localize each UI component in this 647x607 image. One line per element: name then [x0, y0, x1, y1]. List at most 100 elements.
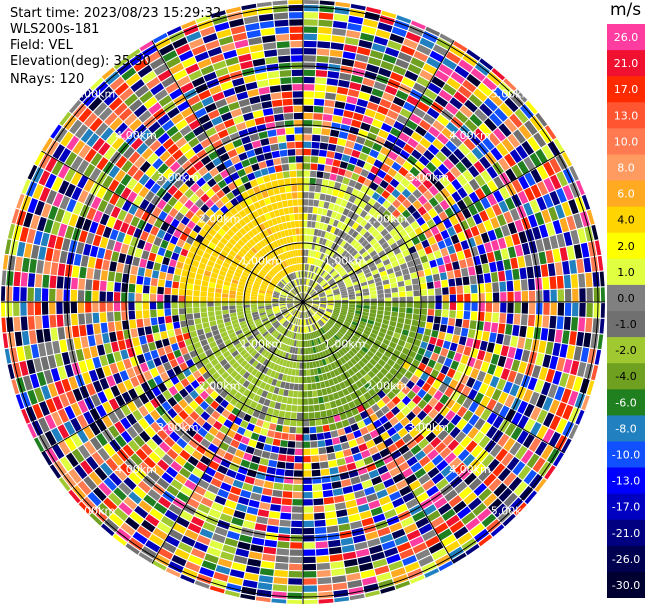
- velocity-gate: [566, 245, 576, 260]
- velocity-gate: [280, 156, 289, 164]
- velocity-gate: [284, 329, 289, 336]
- velocity-gate: [324, 357, 330, 365]
- velocity-gate: [415, 264, 424, 272]
- velocity-gate: [382, 92, 395, 102]
- velocity-rays: [1, 0, 605, 604]
- velocity-gate: [535, 441, 548, 456]
- velocity-gate: [204, 362, 213, 371]
- velocity-gate: [237, 168, 247, 178]
- velocity-gate: [215, 67, 229, 78]
- velocity-gate: [353, 355, 361, 363]
- velocity-gate: [425, 431, 437, 443]
- velocity-gate: [276, 41, 290, 49]
- velocity-gate: [527, 136, 541, 152]
- velocity-gate: [434, 497, 448, 509]
- velocity-gate: [330, 338, 336, 345]
- velocity-gate: [232, 138, 243, 148]
- velocity-gate: [214, 292, 222, 298]
- velocity-gate: [315, 275, 320, 282]
- velocity-gate: [193, 296, 200, 302]
- velocity-gate: [188, 137, 200, 148]
- velocity-gate: [288, 294, 294, 298]
- velocity-gate: [119, 370, 129, 382]
- velocity-gate: [284, 178, 291, 186]
- velocity-gate: [422, 479, 435, 491]
- velocity-gate: [251, 219, 259, 227]
- velocity-gate: [354, 286, 362, 291]
- velocity-gate: [361, 25, 377, 35]
- velocity-gate: [197, 503, 211, 514]
- velocity-gate: [270, 143, 279, 152]
- velocity-gate: [434, 522, 449, 535]
- velocity-gate: [303, 412, 309, 420]
- velocity-gate: [427, 82, 442, 95]
- velocity-gate: [334, 298, 341, 301]
- velocity-gate: [284, 345, 289, 352]
- velocity-gate: [244, 476, 255, 485]
- velocity-gate: [483, 273, 492, 283]
- velocity-gate: [325, 92, 336, 100]
- velocity-gate: [104, 518, 119, 533]
- velocity-gate: [205, 40, 220, 51]
- velocity-gate: [369, 250, 378, 258]
- velocity-gate: [358, 200, 367, 209]
- velocity-gate: [478, 468, 492, 482]
- velocity-gate: [490, 444, 503, 458]
- velocity-gate: [248, 323, 256, 329]
- velocity-gate: [159, 43, 175, 56]
- velocity-gate: [395, 503, 408, 515]
- velocity-gate: [377, 195, 386, 205]
- velocity-gate: [257, 304, 265, 307]
- velocity-gate: [261, 349, 268, 356]
- velocity-gate: [340, 240, 347, 248]
- velocity-gate: [530, 168, 543, 183]
- velocity-gate: [286, 300, 293, 302]
- velocity-gate: [229, 388, 238, 397]
- velocity-gate: [294, 302, 301, 304]
- velocity-gate: [292, 347, 296, 354]
- velocity-gate: [479, 340, 488, 351]
- velocity-gate: [173, 414, 184, 426]
- velocity-gate: [275, 357, 282, 365]
- velocity-gate: [161, 541, 177, 554]
- velocity-gate: [50, 368, 61, 382]
- velocity-gate: [351, 383, 359, 391]
- velocity-gate: [492, 415, 504, 429]
- velocity-gate: [371, 476, 383, 486]
- velocity-gate: [204, 490, 217, 501]
- velocity-gate: [412, 200, 422, 210]
- velocity-gate: [395, 580, 411, 590]
- velocity-gate: [473, 128, 487, 141]
- velocity-gate: [176, 261, 184, 270]
- velocity-gate: [108, 398, 120, 411]
- velocity-gate: [222, 285, 230, 290]
- velocity-gate: [376, 371, 385, 380]
- velocity-gate: [303, 391, 308, 398]
- velocity-gate: [284, 469, 294, 477]
- velocity-gate: [160, 221, 170, 232]
- velocity-gate: [36, 329, 44, 343]
- velocity-gate: [337, 238, 344, 246]
- velocity-gate: [303, 55, 316, 62]
- velocity-gate: [481, 513, 497, 528]
- velocity-gate: [179, 362, 188, 371]
- velocity-gate: [269, 234, 276, 242]
- velocity-gate: [287, 441, 296, 448]
- velocity-gate: [308, 242, 313, 250]
- velocity-gate: [223, 419, 233, 429]
- velocity-gate: [352, 112, 364, 122]
- velocity-gate: [318, 200, 325, 208]
- velocity-gate: [276, 548, 290, 556]
- velocity-gate: [285, 267, 291, 274]
- velocity-gate: [349, 296, 356, 300]
- velocity-gate: [461, 208, 472, 219]
- velocity-gate: [293, 98, 303, 105]
- velocity-gate: [157, 279, 165, 287]
- velocity-gate: [170, 375, 180, 385]
- velocity-gate: [294, 318, 298, 325]
- velocity-gate: [143, 222, 153, 233]
- velocity-gate: [592, 318, 600, 334]
- velocity-gate: [304, 285, 306, 292]
- velocity-gate: [472, 339, 481, 350]
- velocity-gate: [146, 233, 156, 244]
